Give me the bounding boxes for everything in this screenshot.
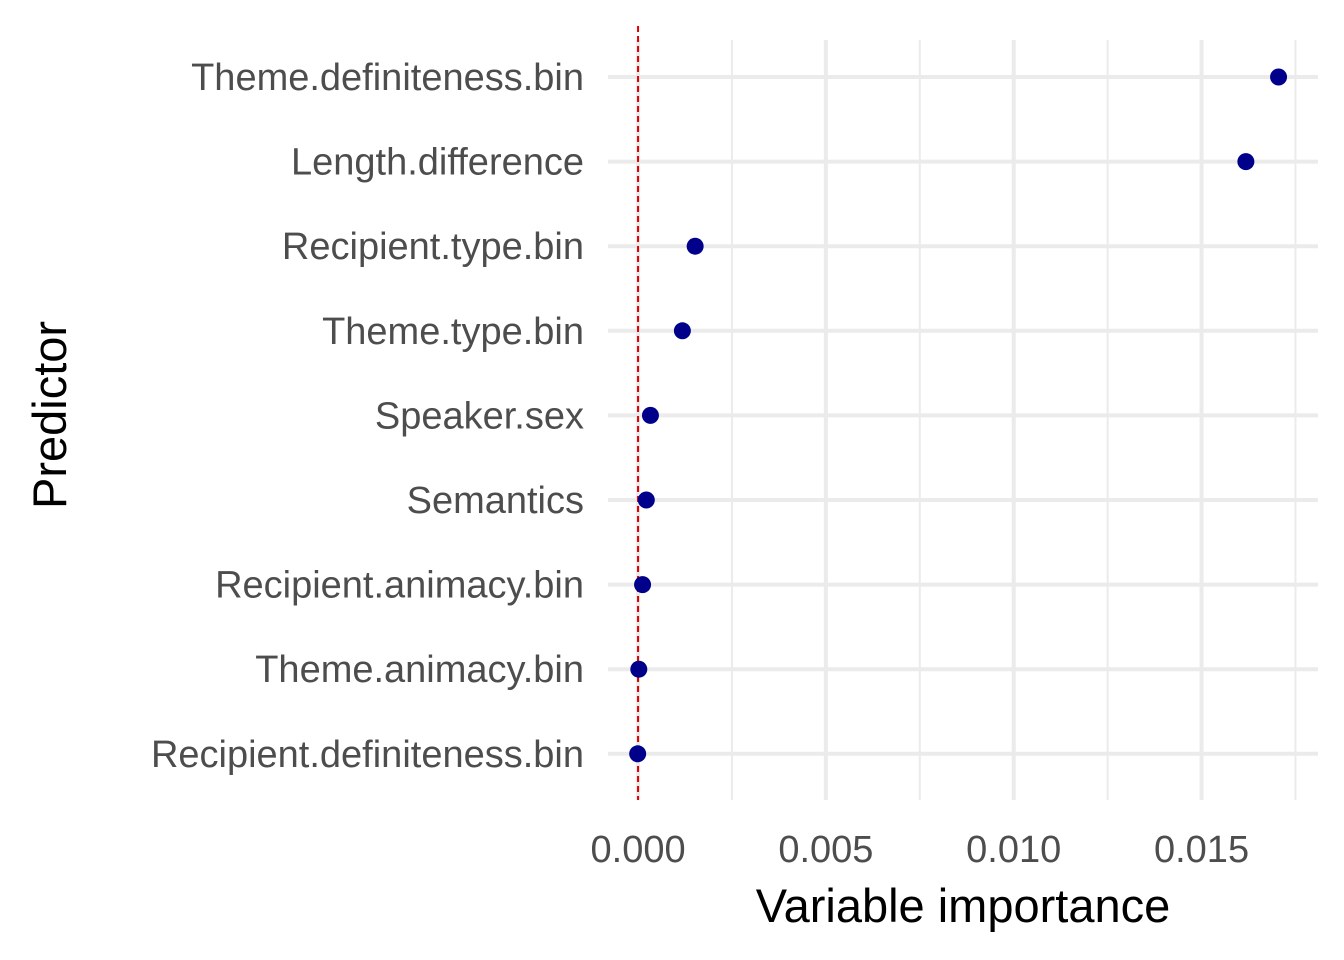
data-point: [673, 322, 691, 340]
y-tick-label: Recipient.animacy.bin: [215, 565, 584, 607]
y-tick-labels: Theme.definiteness.bin Length.difference R…: [151, 57, 584, 776]
y-tick-label: Theme.type.bin: [322, 311, 584, 353]
x-tick-label: 0.005: [778, 829, 873, 871]
x-tick-label: 0.015: [1154, 829, 1249, 871]
y-tick-label: Speaker.sex: [375, 395, 584, 437]
y-tick-label: Theme.animacy.bin: [255, 649, 584, 691]
data-point: [637, 491, 655, 509]
y-tick-label: Recipient.type.bin: [282, 226, 584, 268]
grid-layer: [608, 40, 1318, 800]
data-point: [629, 745, 647, 763]
x-tick-label: 0.010: [966, 829, 1061, 871]
x-tick-label: 0.000: [591, 829, 686, 871]
y-tick-label: Recipient.definiteness.bin: [151, 734, 584, 776]
y-tick-label: Semantics: [407, 480, 584, 522]
data-point: [641, 406, 659, 424]
x-axis-title: Variable importance: [756, 879, 1171, 932]
points-layer: [629, 68, 1288, 763]
data-point: [1237, 153, 1255, 171]
data-point: [634, 576, 652, 594]
y-tick-label: Theme.definiteness.bin: [191, 57, 584, 99]
data-point: [686, 237, 704, 255]
data-point: [630, 660, 648, 678]
y-tick-label: Length.difference: [291, 142, 584, 184]
x-tick-labels: 0.000 0.005 0.010 0.015: [591, 829, 1250, 871]
y-axis-title: Predictor: [23, 321, 76, 509]
data-point: [1270, 68, 1288, 86]
